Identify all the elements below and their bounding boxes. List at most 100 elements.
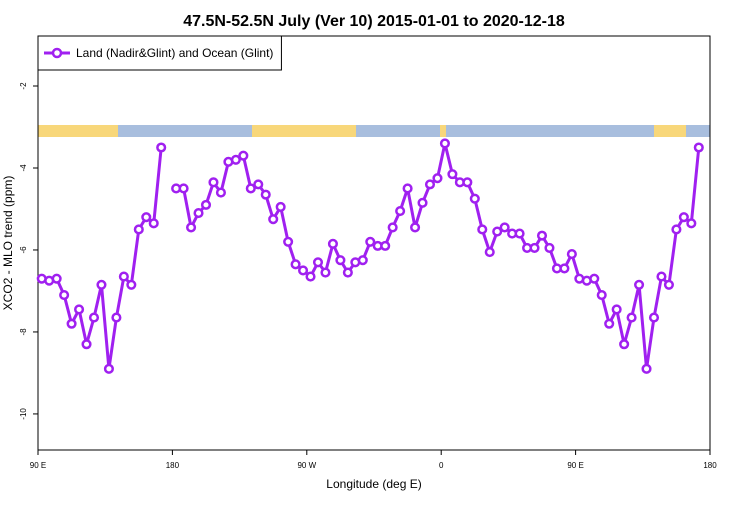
- data-point: [51, 273, 62, 284]
- y-tick-label: -6: [19, 246, 28, 254]
- data-point: [380, 240, 391, 251]
- data-point: [410, 222, 421, 233]
- data-point: [424, 179, 436, 190]
- data-point: [230, 154, 241, 165]
- data-point: [566, 249, 577, 260]
- data-point: [133, 224, 144, 235]
- data-point: [514, 228, 525, 239]
- data-point: [693, 142, 704, 153]
- data-point: [186, 222, 197, 233]
- ocean-band: [446, 125, 654, 137]
- data-point: [589, 273, 600, 284]
- data-point: [200, 199, 212, 210]
- data-point: [342, 267, 353, 278]
- data-point: [290, 259, 301, 270]
- data-point: [402, 183, 413, 194]
- data-point: [648, 312, 660, 323]
- data-point: [103, 363, 114, 374]
- data-point: [484, 246, 495, 258]
- y-tick-label: -8: [19, 328, 28, 336]
- data-point: [663, 279, 674, 290]
- data-point: [253, 179, 264, 190]
- x-tick-label: 180: [166, 461, 180, 470]
- data-point: [141, 212, 152, 223]
- data-point: [469, 193, 480, 204]
- data-point: [283, 236, 294, 247]
- data-point: [447, 169, 458, 180]
- data-point: [208, 177, 219, 188]
- data-point: [477, 224, 488, 235]
- data-point: [298, 265, 309, 276]
- data-point: [357, 255, 368, 266]
- x-tick-label: 0: [439, 461, 444, 470]
- data-point: [275, 201, 286, 212]
- data-point: [126, 279, 137, 290]
- data-point: [320, 267, 331, 278]
- data-point: [462, 177, 473, 188]
- data-point: [626, 312, 637, 323]
- data-point: [656, 271, 667, 282]
- x-tick-label: 180: [703, 461, 717, 470]
- data-point: [559, 263, 570, 274]
- data-point: [439, 138, 450, 149]
- y-tick-label: -10: [19, 408, 28, 420]
- data-point: [66, 318, 77, 329]
- data-point: [178, 183, 189, 194]
- data-point: [641, 363, 652, 374]
- x-tick-label: 90 W: [297, 461, 316, 470]
- data-point: [529, 242, 540, 253]
- data-point: [96, 279, 107, 290]
- data-point: [492, 226, 503, 237]
- data-point: [596, 290, 607, 301]
- data-point: [634, 279, 645, 290]
- legend: Land (Nadir&Glint) and Ocean (Glint): [37, 35, 282, 71]
- data-point: [88, 312, 100, 323]
- data-point: [81, 339, 92, 350]
- x-axis-label: Longitude (deg E): [326, 477, 421, 491]
- data-point: [327, 238, 338, 249]
- data-point: [268, 214, 279, 225]
- data-point: [499, 222, 510, 233]
- data-point: [417, 197, 428, 208]
- ocean-band: [356, 125, 440, 137]
- data-point: [335, 255, 346, 266]
- data-point: [74, 304, 85, 315]
- plot-frame: [37, 35, 711, 451]
- data-point: [148, 218, 159, 229]
- legend-label: Land (Nadir&Glint) and Ocean (Glint): [76, 46, 273, 60]
- data-point: [156, 142, 167, 153]
- data-point: [611, 304, 622, 315]
- y-tick-label: -4: [19, 164, 28, 172]
- data-point: [305, 271, 316, 282]
- data-point: [118, 271, 129, 282]
- data-point: [387, 222, 398, 233]
- data-point: [215, 187, 226, 198]
- data-point: [604, 318, 615, 329]
- data-point: [395, 205, 406, 217]
- data-point: [365, 236, 376, 247]
- data-point: [678, 212, 689, 223]
- ocean-band: [686, 125, 710, 137]
- data-point: [238, 150, 249, 161]
- x-tick-label: 90 E: [567, 461, 583, 470]
- data-point: [432, 173, 443, 184]
- data-point: [544, 242, 555, 253]
- land-ocean-band: [38, 125, 710, 137]
- data-point: [59, 290, 70, 301]
- data-point: [312, 257, 324, 268]
- data-point: [619, 339, 630, 350]
- data-point: [193, 208, 204, 219]
- data-point: [671, 224, 682, 235]
- data-point: [686, 218, 697, 229]
- x-tick-label: 90 E: [30, 461, 46, 470]
- ocean-band: [118, 125, 252, 137]
- legend-box: [37, 35, 282, 71]
- y-axis-label: XCO2 - MLO trend (ppm): [1, 176, 15, 311]
- legend-marker: [51, 47, 63, 59]
- data-point: [245, 183, 256, 194]
- data-point: [111, 312, 122, 323]
- data-point: [260, 189, 271, 200]
- y-tick-label: -2: [19, 82, 28, 90]
- data-point: [536, 230, 548, 241]
